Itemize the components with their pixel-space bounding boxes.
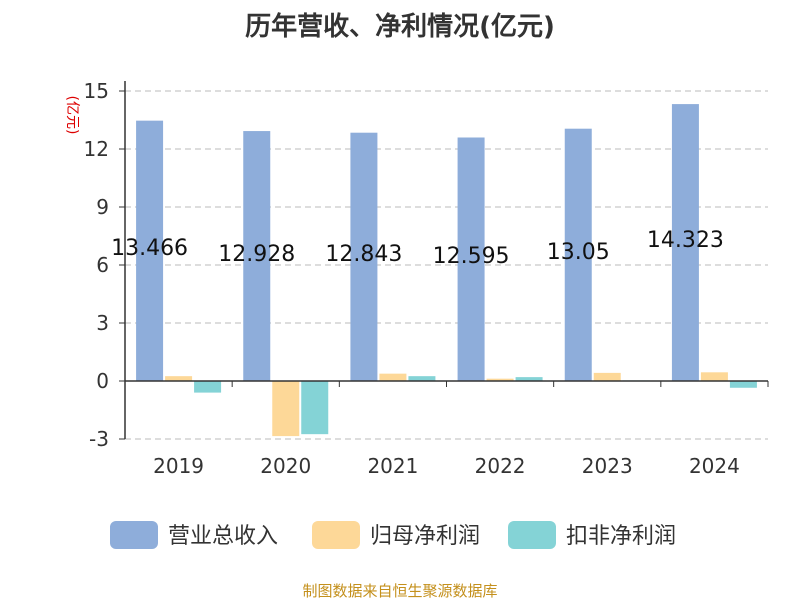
bar-3-2020	[301, 381, 329, 435]
legend-label: 营业总收入	[168, 524, 278, 549]
legend-label: 扣非净利润	[566, 524, 676, 549]
legend-swatch	[110, 521, 158, 549]
bar-2-2021	[379, 373, 407, 381]
bar-2-2023	[593, 372, 621, 381]
bar-1-2023	[564, 128, 592, 381]
data-label: 12.595	[433, 244, 510, 269]
y-tick-label: 12	[84, 137, 109, 161]
y-tick-label: 0	[96, 369, 109, 393]
bar-3-2021	[408, 376, 436, 381]
bar-1-2019	[136, 120, 164, 381]
bar-3-2019	[194, 381, 222, 393]
bar-3-2022	[515, 377, 543, 381]
bar-1-2024	[671, 104, 699, 381]
y-tick-label: 3	[96, 311, 109, 335]
bar-2-2019	[165, 376, 193, 381]
legend-swatch	[312, 521, 360, 549]
bar-2-2020	[272, 381, 300, 437]
chart-title: 历年营收、净利情况(亿元)	[245, 11, 555, 42]
y-axis-ticks: -3 0 3 6 9 12 15	[84, 79, 125, 451]
bar-3-2024	[729, 381, 757, 388]
data-label: 12.928	[218, 242, 295, 267]
y-tick-label: 6	[96, 253, 109, 277]
y-tick-label: -3	[89, 427, 109, 451]
data-label: 13.05	[547, 240, 610, 265]
x-tick-label: 2019	[153, 454, 204, 478]
x-tick-label: 2021	[367, 454, 418, 478]
bars	[136, 104, 757, 437]
x-tick-label: 2020	[260, 454, 311, 478]
legend-label: 归母净利润	[370, 524, 480, 549]
x-tick-label: 2022	[475, 454, 526, 478]
gridlines	[125, 90, 768, 440]
data-labels: 13.466 12.928 12.843 12.595 13.05 14.323	[111, 228, 724, 269]
source-note: 制图数据来自恒生聚源数据库	[302, 582, 497, 600]
legend-swatch	[508, 521, 556, 549]
data-label: 14.323	[647, 228, 724, 253]
x-axis-ticks: 2019 2020 2021 2022 2023 2024	[124, 381, 769, 478]
x-tick-label: 2023	[582, 454, 633, 478]
legend: 营业总收入 归母净利润 扣非净利润	[110, 521, 676, 549]
x-tick-label: 2024	[689, 454, 740, 478]
data-label: 12.843	[325, 242, 402, 267]
y-tick-label: 9	[96, 195, 109, 219]
bar-2-2022	[486, 378, 514, 381]
y-tick-label: 15	[84, 79, 109, 103]
bar-1-2020	[243, 131, 271, 381]
bar-1-2021	[350, 132, 378, 381]
bar-2-2024	[700, 372, 728, 381]
data-label: 13.466	[111, 236, 188, 261]
bar-1-2022	[457, 137, 485, 381]
y-axis-label: (亿元)	[64, 96, 80, 135]
